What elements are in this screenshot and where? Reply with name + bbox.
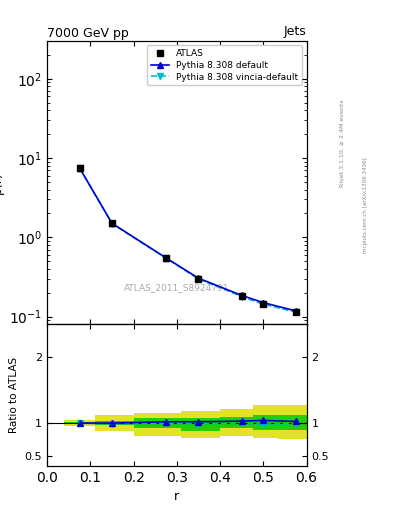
Y-axis label: Ratio to ATLAS: Ratio to ATLAS (9, 357, 19, 433)
Legend: ATLAS, Pythia 8.308 default, Pythia 8.308 vincia-default: ATLAS, Pythia 8.308 default, Pythia 8.30… (147, 46, 302, 85)
Text: Rivet 3.1.10, ≥ 2.4M events: Rivet 3.1.10, ≥ 2.4M events (340, 99, 344, 187)
Y-axis label: ρ(r): ρ(r) (0, 171, 4, 194)
Text: ATLAS_2011_S8924791: ATLAS_2011_S8924791 (124, 283, 230, 292)
Text: mcplots.cern.ch [arXiv:1306.3436]: mcplots.cern.ch [arXiv:1306.3436] (363, 157, 368, 252)
Text: 7000 GeV pp: 7000 GeV pp (47, 27, 129, 40)
Text: Jets: Jets (284, 25, 307, 38)
X-axis label: r: r (174, 490, 180, 503)
